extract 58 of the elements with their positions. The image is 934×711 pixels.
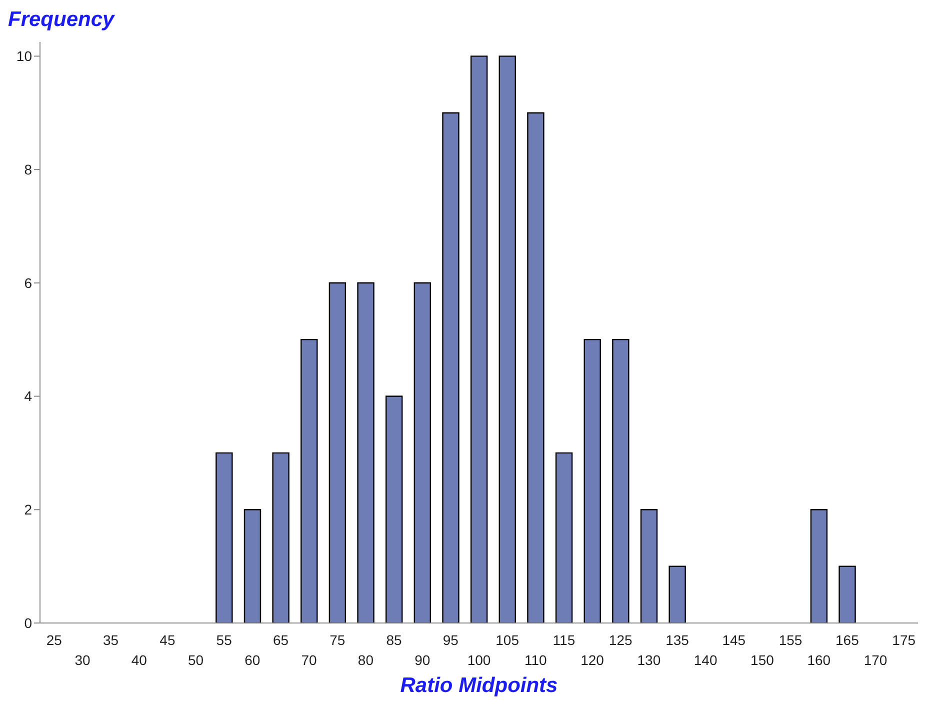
x-tick-label: 80 — [358, 652, 374, 668]
bar — [470, 56, 488, 623]
x-tick-label: 85 — [386, 632, 402, 648]
bar — [216, 452, 233, 623]
x-tick-label: 50 — [188, 652, 204, 668]
x-tick-label: 95 — [442, 632, 459, 648]
x-tick-label: 150 — [750, 652, 774, 668]
y-tick-label: 0 — [24, 614, 32, 631]
bar — [498, 56, 516, 623]
bar — [668, 566, 686, 623]
x-tick-label: 145 — [722, 632, 746, 648]
x-tick-label: 110 — [524, 652, 548, 668]
x-tick-label: 120 — [580, 652, 604, 668]
x-tick-label: 125 — [608, 632, 633, 648]
bar — [555, 452, 573, 623]
x-tick-label: 75 — [330, 632, 346, 648]
x-tick-label: 105 — [496, 632, 520, 648]
y-tick-label: 6 — [24, 274, 32, 291]
x-tick-label: 155 — [778, 632, 802, 648]
x-tick-label: 60 — [244, 652, 260, 668]
x-tick-label: 175 — [892, 632, 916, 648]
y-axis-title: Frequency — [8, 8, 114, 32]
bar — [838, 566, 856, 623]
bar — [442, 112, 460, 623]
bar — [272, 452, 290, 623]
bar — [527, 112, 544, 623]
x-tick-label: 100 — [467, 652, 491, 668]
bar — [386, 396, 403, 623]
x-axis-title: Ratio Midpoints — [400, 674, 558, 697]
bar — [612, 338, 630, 623]
x-tick-label: 115 — [552, 632, 576, 648]
x-tick-label: 170 — [864, 652, 888, 668]
x-tick-label: 165 — [836, 632, 860, 648]
y-tick-label: 4 — [24, 388, 32, 404]
y-tick-label: 10 — [16, 48, 32, 64]
x-tick-label: 40 — [131, 652, 148, 668]
bar — [244, 509, 262, 623]
bar — [414, 282, 432, 623]
x-tick-label: 140 — [694, 652, 718, 668]
x-tick-label: 30 — [74, 652, 90, 668]
x-tick-label: 35 — [103, 632, 119, 648]
x-tick-label: 135 — [666, 632, 690, 648]
x-tick-label: 45 — [160, 632, 176, 648]
bar — [584, 338, 601, 623]
x-tick-label: 25 — [46, 632, 62, 648]
y-tick-label: 2 — [24, 502, 32, 518]
y-tick-label: 8 — [24, 162, 32, 178]
bar — [810, 509, 828, 623]
x-tick-label: 90 — [414, 652, 430, 668]
bar — [357, 282, 374, 623]
bar — [328, 282, 346, 623]
x-tick-label: 65 — [272, 632, 289, 648]
bar — [640, 509, 658, 623]
bar — [300, 338, 318, 623]
x-tick-label: 160 — [807, 652, 831, 668]
x-tick-label: 70 — [301, 652, 318, 668]
x-tick-label: 130 — [637, 652, 661, 668]
x-tick-label: 55 — [216, 632, 232, 648]
